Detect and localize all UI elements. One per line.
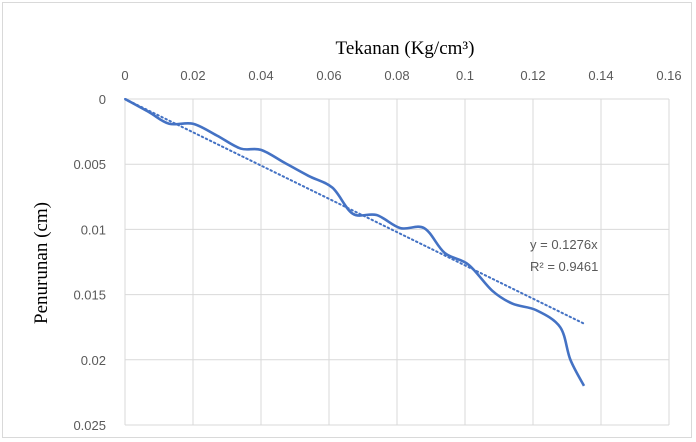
trendline-line: [124, 98, 585, 325]
data-point: [375, 214, 378, 217]
y-tick-label: 0.025: [73, 418, 106, 433]
trendline: [124, 98, 585, 325]
x-tick-labels: 0 0.02 0.04 0.06 0.08 0.1 0.12 0.14 0.16: [121, 68, 681, 83]
data-point: [583, 385, 586, 388]
data-point: [491, 289, 494, 292]
y-axis-title: Penurunan (cm): [31, 202, 52, 324]
data-point: [307, 175, 310, 178]
data-point: [168, 122, 171, 125]
data-point: [192, 122, 195, 125]
data-point: [124, 98, 127, 101]
trendline-r-squared: R² = 0.9461: [530, 259, 598, 274]
trendline-equation: y = 0.1276x: [530, 237, 598, 252]
x-tick-label: 0.04: [248, 68, 273, 83]
data-point: [423, 227, 426, 230]
x-tick-label: 0.02: [180, 68, 205, 83]
y-tick-label: 0.005: [73, 157, 106, 172]
data-point: [443, 252, 446, 255]
series-line: [124, 97, 586, 387]
y-tick-label: 0.02: [81, 353, 106, 368]
data-point: [569, 359, 572, 362]
x-tick-label: 0.1: [456, 68, 474, 83]
data-point: [399, 227, 402, 230]
data-point: [535, 309, 538, 312]
data-point: [148, 111, 151, 114]
x-tick-label: 0.16: [656, 68, 681, 83]
y-tick-labels: 0 0.005 0.01 0.015 0.02 0.025: [73, 92, 106, 433]
data-point: [467, 263, 470, 266]
x-axis-title: Tekanan (Kg/cm³): [336, 38, 475, 59]
data-point: [511, 302, 514, 305]
x-tick-label: 0: [121, 68, 128, 83]
data-point: [260, 149, 263, 152]
x-tick-label: 0.12: [520, 68, 545, 83]
data-point: [331, 186, 334, 189]
x-tick-label: 0.06: [316, 68, 341, 83]
y-tick-label: 0: [99, 92, 106, 107]
data-point: [216, 134, 219, 137]
x-tick-label: 0.14: [588, 68, 613, 83]
y-tick-label: 0.015: [73, 288, 106, 303]
y-tick-label: 0.01: [81, 222, 106, 237]
gridlines: [124, 98, 670, 426]
data-point: [352, 212, 355, 215]
data-point: [239, 147, 242, 150]
chart-frame: [2, 2, 692, 438]
series-group: [124, 97, 586, 388]
data-point: [559, 326, 562, 329]
x-tick-label: 0.08: [384, 68, 409, 83]
data-point: [284, 162, 287, 165]
